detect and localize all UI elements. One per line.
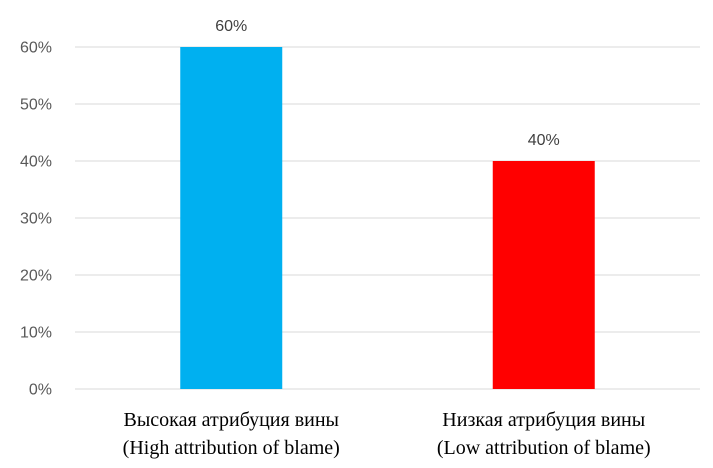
category-labels: Высокая атрибуция вины (High attribution … [123,409,651,459]
y-tick-label: 60% [20,40,52,57]
y-tick-label: 30% [20,211,52,228]
data-labels: 60% 40% [215,18,560,149]
y-axis-tick-labels: 0% 10% 20% 30% 40% 50% 60% [20,40,52,399]
bars [180,47,595,389]
data-label: 40% [528,132,560,149]
y-tick-label: 0% [29,382,52,399]
bar [492,161,595,389]
data-label: 60% [215,18,247,35]
category-label: Высокая атрибуция вины [124,409,340,431]
gridlines [75,46,700,390]
bar [180,47,283,389]
y-tick-label: 20% [20,268,52,285]
category-label: Низкая атрибуция вины [442,409,645,431]
y-tick-label: 10% [20,325,52,342]
category-label: (High attribution of blame) [123,437,340,459]
y-tick-label: 40% [20,154,52,171]
y-tick-label: 50% [20,97,52,114]
category-label: (Low attribution of blame) [437,437,651,459]
